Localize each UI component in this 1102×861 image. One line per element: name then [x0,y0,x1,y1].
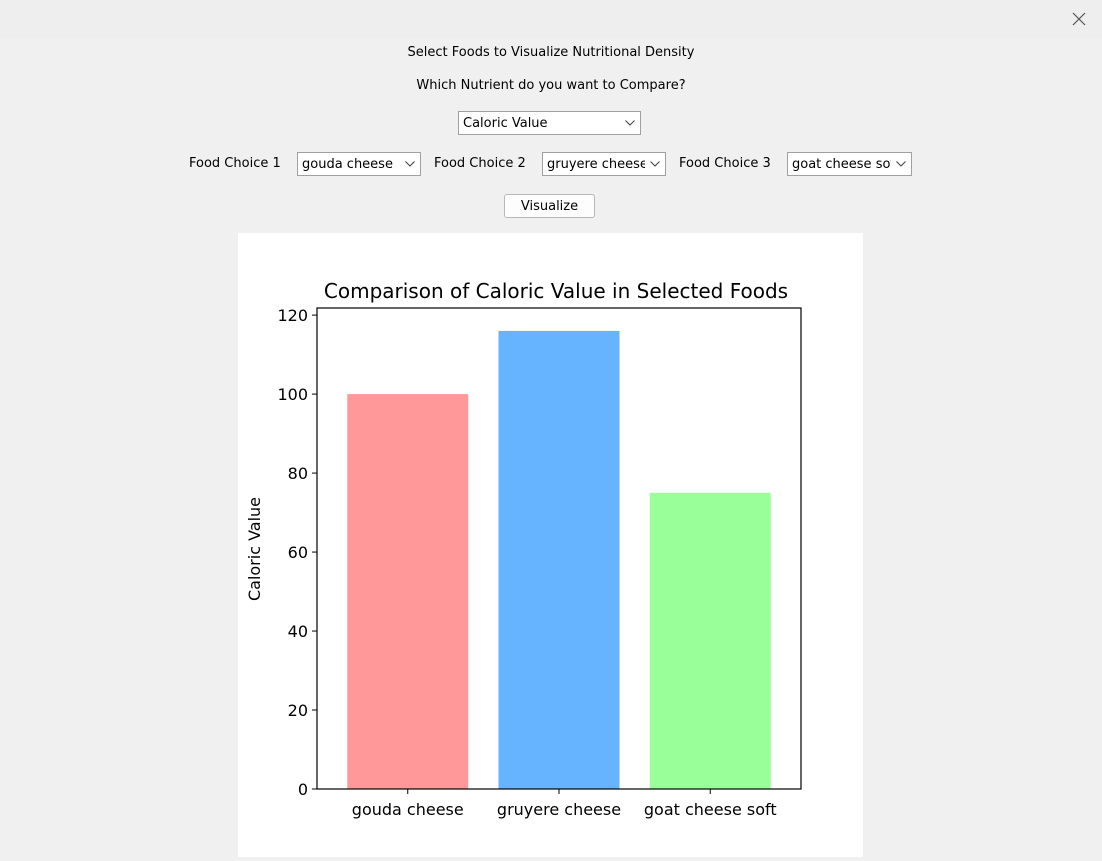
title-bar [0,0,1102,38]
close-icon [1072,12,1086,26]
nutrient-prompt: Which Nutrient do you want to Compare? [416,78,686,93]
chevron-down-icon [645,153,665,175]
bars-group [347,330,771,789]
x-tick-label: gruyere cheese [497,800,621,819]
x-tick-label: goat cheese soft [644,800,777,819]
bar-chart: Comparison of Caloric Value in Selected … [245,279,802,819]
chart-panel: Comparison of Caloric Value in Selected … [238,233,863,857]
y-axis-label: Caloric Value [245,497,264,601]
chart-title: Comparison of Caloric Value in Selected … [324,279,788,303]
x-axis-ticks: gouda cheese gruyere cheese goat cheese so… [352,789,777,819]
bar-gouda-cheese [347,394,469,789]
y-tick-label: 20 [288,701,308,720]
y-tick-label: 120 [277,306,308,325]
y-tick-label: 0 [298,780,308,799]
chevron-down-icon [400,153,420,175]
page-title: Select Foods to Visualize Nutritional De… [407,45,695,60]
food-choice-1-label: Food Choice 1 [189,156,281,171]
y-tick-label: 60 [288,543,308,562]
food-choice-3-value: goat cheese soft [792,156,891,172]
bar-gruyere-cheese [498,330,620,789]
food-choice-2-value: gruyere cheese [547,156,645,172]
food-choice-3-label: Food Choice 3 [679,156,771,171]
y-tick-label: 40 [288,622,308,641]
plot-frame [316,307,802,790]
close-button[interactable] [1066,6,1092,32]
food-choice-1-value: gouda cheese [302,156,393,172]
bar-goat-cheese-soft [649,492,771,789]
food-choice-3-select[interactable]: goat cheese soft [787,152,912,176]
food-choice-2-select[interactable]: gruyere cheese [542,152,666,176]
y-tick-label: 80 [288,464,308,483]
nutrient-select-value: Caloric Value [463,115,548,131]
chevron-down-icon [620,112,640,134]
x-tick-label: gouda cheese [352,800,464,819]
food-choice-1-select[interactable]: gouda cheese [297,152,421,176]
chevron-down-icon [891,153,911,175]
visualize-button[interactable]: Visualize [504,194,595,218]
nutrient-select[interactable]: Caloric Value [458,111,641,135]
y-tick-label: 100 [277,385,308,404]
y-axis-ticks: 0 20 40 60 80 100 120 [277,306,317,799]
food-choice-2-label: Food Choice 2 [434,156,526,171]
